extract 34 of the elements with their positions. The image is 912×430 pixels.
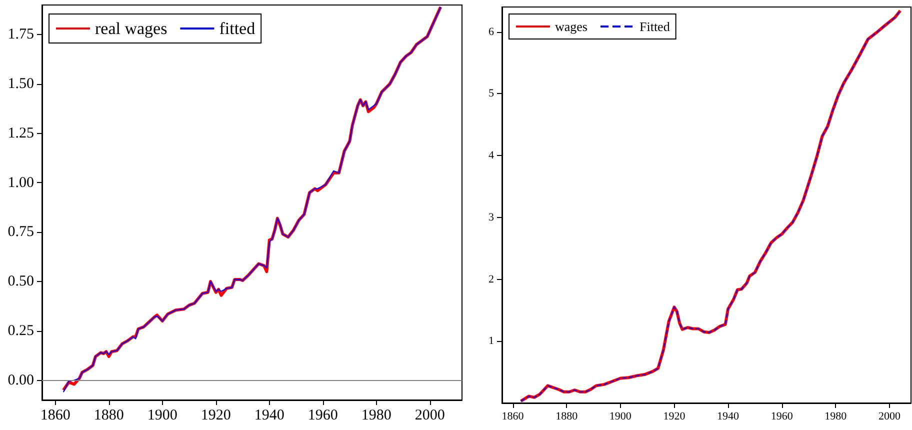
y-tick-label: 1.25 xyxy=(8,125,34,142)
x-tick-label: 1960 xyxy=(770,410,794,422)
x-tick-label: 1900 xyxy=(147,408,178,424)
x-tick-label: 1980 xyxy=(824,410,848,422)
x-tick-label: 1900 xyxy=(609,410,632,422)
y-tick-label: 4 xyxy=(488,150,494,162)
x-tick-label: 1880 xyxy=(94,408,124,424)
y-tick-label: 0.00 xyxy=(8,372,34,388)
x-tick-label: 1940 xyxy=(254,408,284,424)
x-tick-label: 1960 xyxy=(308,408,338,424)
x-tick-label: 1880 xyxy=(556,410,578,422)
x-tick-label: 2000 xyxy=(878,410,901,422)
legend-label: fitted xyxy=(219,19,256,38)
x-tick-label: 1980 xyxy=(361,408,392,424)
y-tick-label: 5 xyxy=(488,88,494,100)
legend-label: Fitted xyxy=(639,19,670,34)
x-tick-label: 1920 xyxy=(200,408,231,424)
y-tick-label: 2 xyxy=(488,273,494,286)
y-tick-label: 0.25 xyxy=(8,322,34,339)
y-tick-label: 1.75 xyxy=(8,26,34,43)
y-tick-label: 1.50 xyxy=(8,76,34,92)
y-tick-label: 0.75 xyxy=(8,224,34,240)
y-tick-label: 3 xyxy=(488,211,494,224)
y-tick-label: 0.50 xyxy=(8,274,34,290)
y-tick-label: 6 xyxy=(488,26,494,38)
x-tick-label: 2000 xyxy=(414,408,445,424)
x-tick-label: 1920 xyxy=(663,410,686,422)
x-tick-label: 1940 xyxy=(717,410,740,422)
x-tick-label: 1860 xyxy=(40,408,70,424)
legend-label: real wages xyxy=(95,19,168,38)
y-tick-label: 1.00 xyxy=(8,174,34,191)
x-tick-label: 1860 xyxy=(502,410,524,422)
y-tick-label: 1 xyxy=(488,335,494,348)
legend-label: wages xyxy=(555,19,588,34)
